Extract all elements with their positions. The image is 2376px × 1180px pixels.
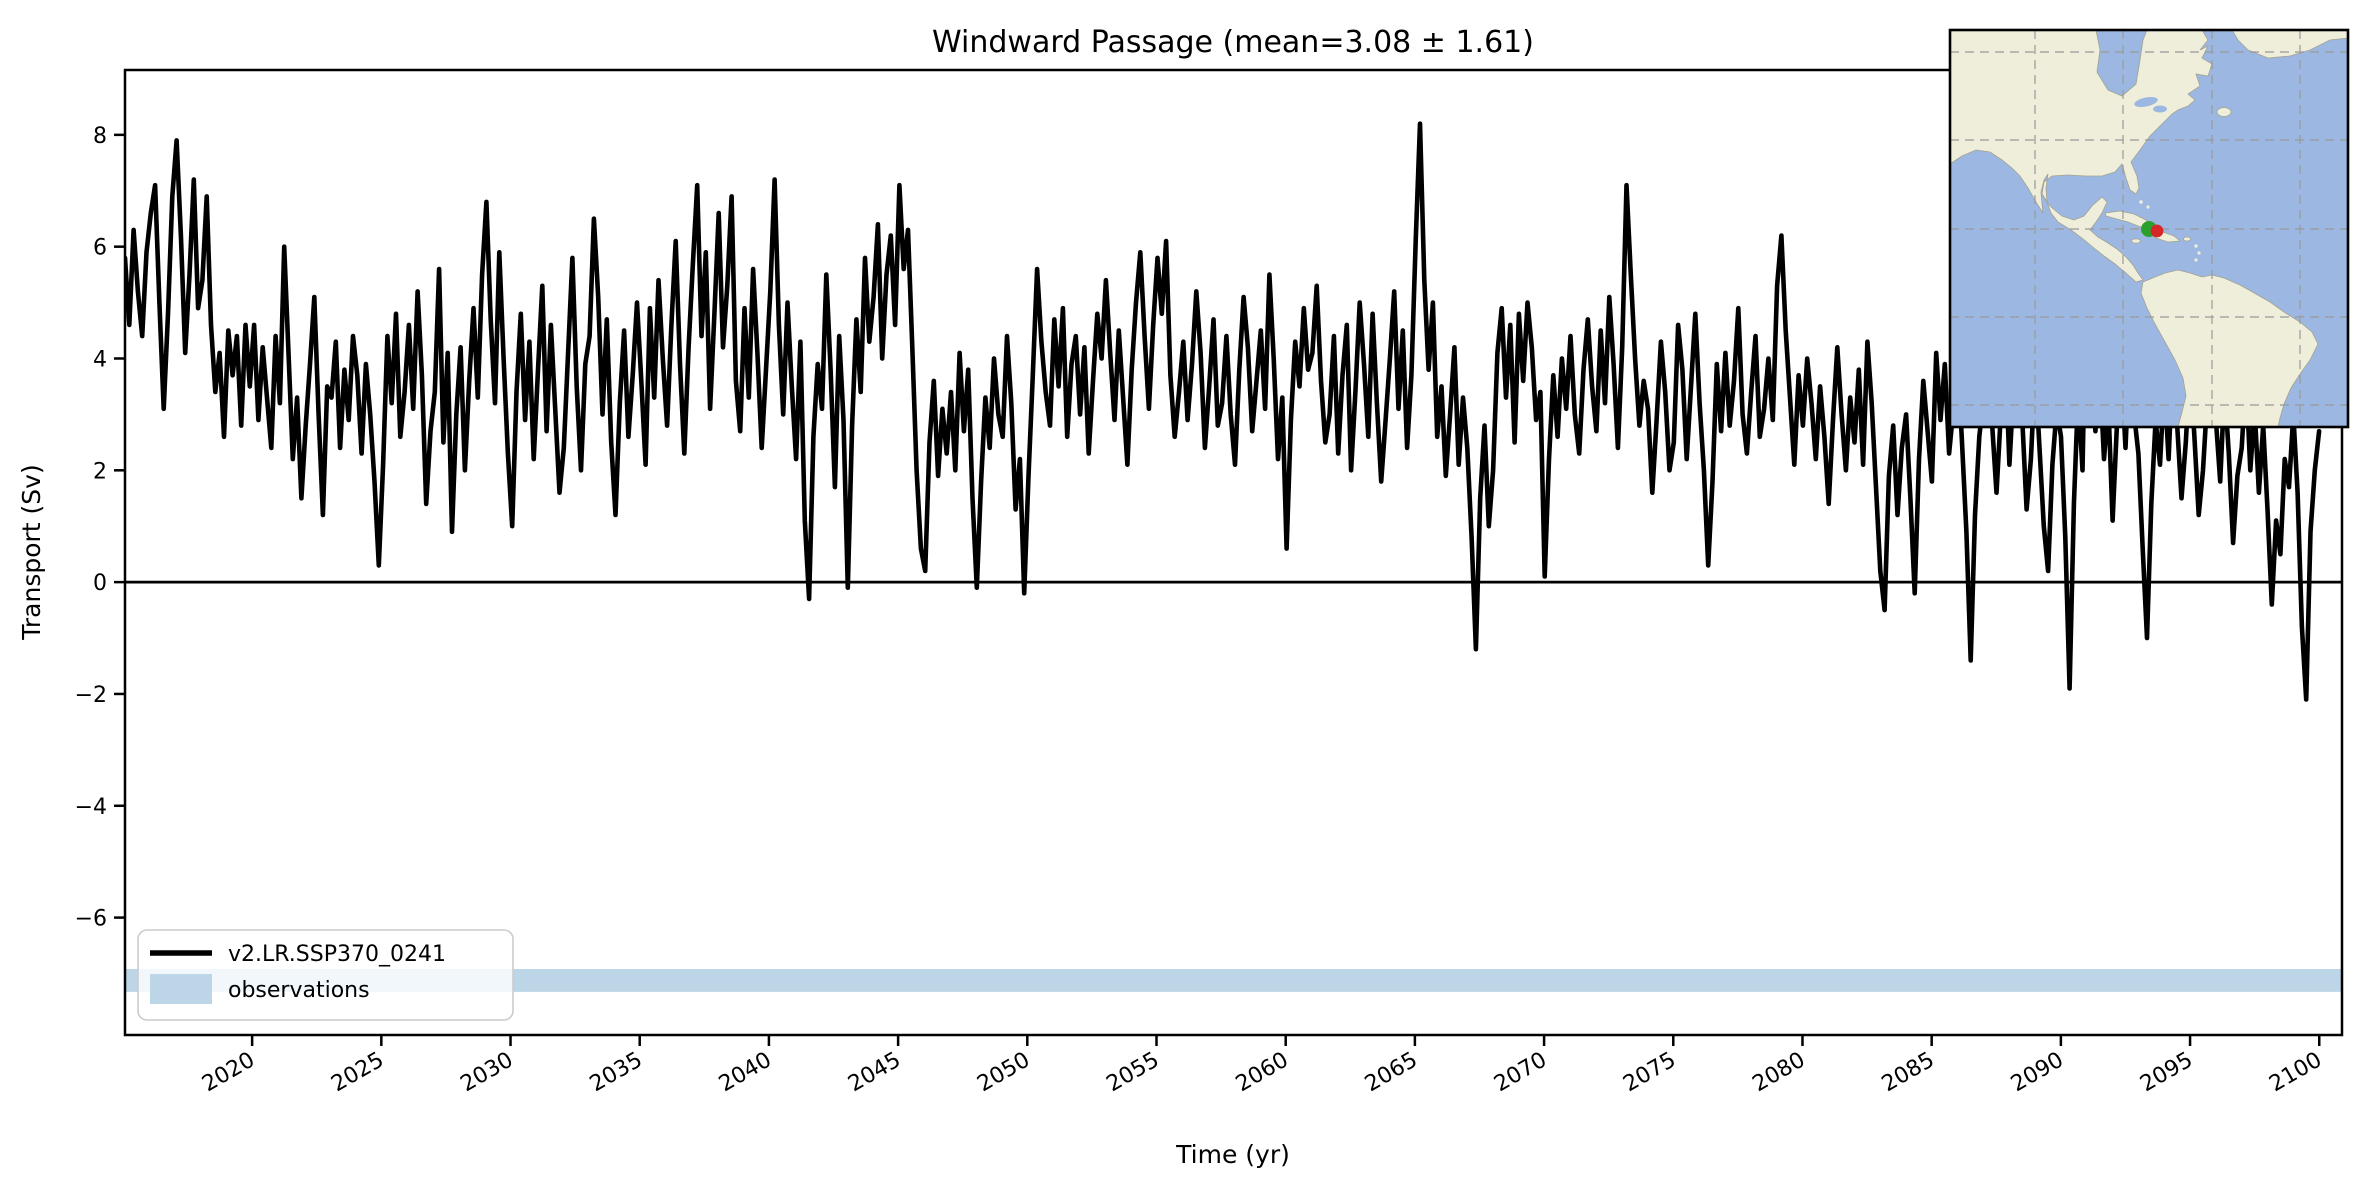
map-graticule [1950,30,2348,427]
map-border [1948,28,2350,429]
x-axis-label: Time (yr) [1175,1140,1290,1169]
legend-box [137,929,514,1021]
x-tick-label: 2025 [327,1048,388,1098]
legend-label-observations: observations [228,978,370,1003]
x-tick-label: 2095 [2136,1048,2197,1098]
x-tick-label: 2070 [1490,1048,1551,1098]
plot-area-border [123,68,2344,1037]
map-island-antilles-1 [2194,244,2198,248]
y-tick-label: 8 [93,124,107,149]
x-tick-label: 2065 [1361,1048,1422,1098]
x-tick-label: 2045 [844,1048,905,1098]
map-gulf-st-lawrence [2186,96,2222,122]
x-tick-label: 2050 [973,1048,1034,1098]
x-tick-label: 2030 [457,1048,518,1098]
legend-band-sample [150,974,212,1004]
x-tick-label: 2020 [198,1048,259,1098]
chart-title: Windward Passage (mean=3.08 ± 1.61) [932,25,1534,60]
x-axis: 2020 2025 2030 2035 2040 2045 2050 2055 2060 2065… [198,1035,2326,1097]
x-tick-label: 2085 [1878,1048,1939,1098]
y-axis-label: Transport (Sv) [17,464,46,640]
y-tick-label: 0 [93,571,107,596]
map-island-antilles-3 [2194,258,2198,262]
map-island-jamaica [2131,238,2141,244]
map-great-lakes-east [2153,105,2167,113]
legend: v2.LR.SSP370_0241 observations [137,929,514,1021]
y-tick-label: −6 [75,907,107,932]
y-tick-label: 2 [93,459,107,484]
y-axis: −6 −4 −2 0 2 4 6 8 [75,124,125,932]
map-island-bahamas-2 [2146,205,2150,209]
x-tick-label: 2080 [1749,1048,1810,1098]
y-tick-label: 6 [93,236,107,261]
x-tick-label: 2055 [1103,1048,1164,1098]
x-tick-label: 2100 [2265,1048,2326,1098]
map-island-bahamas-1 [2139,200,2143,204]
map-island-newfoundland [2216,107,2232,117]
inset-map [1948,28,2350,429]
map-great-lakes [2134,96,2158,108]
y-tick-label: −2 [75,683,107,708]
map-island-puerto-rico [2182,236,2191,242]
map-island-antilles-2 [2197,251,2201,255]
x-tick-label: 2060 [1232,1048,1293,1098]
y-tick-label: −4 [75,795,107,820]
x-tick-label: 2035 [586,1048,647,1098]
x-tick-label: 2040 [715,1048,776,1098]
map-land-north-america [1950,30,2213,283]
legend-label-model: v2.LR.SSP370_0241 [228,942,446,967]
obs-location-marker [2150,224,2164,238]
observations-band [125,969,2342,992]
y-tick-label: 4 [93,348,107,373]
x-tick-label: 2090 [2007,1048,2068,1098]
map-land-south-america [2140,269,2319,427]
x-tick-label: 2075 [1619,1048,1680,1098]
